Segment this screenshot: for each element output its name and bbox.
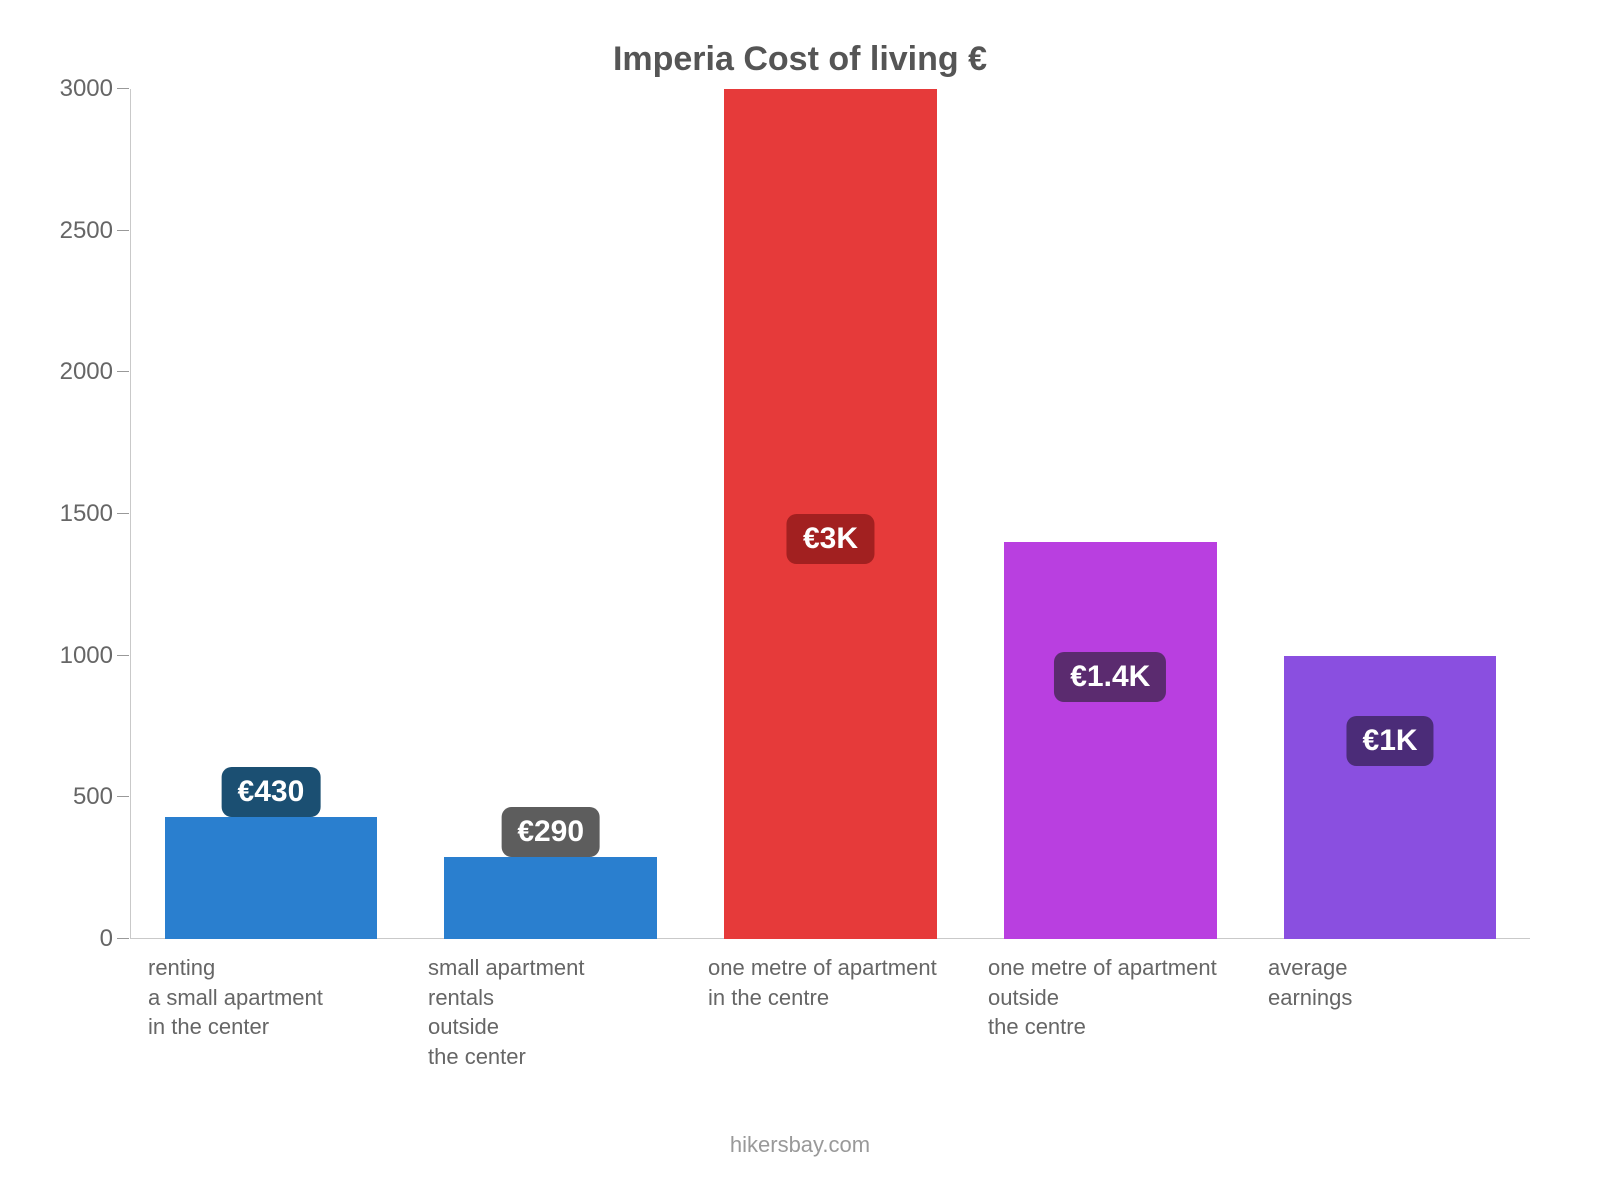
attribution-text: hikersbay.com: [40, 1132, 1560, 1158]
value-badge: €1K: [1347, 716, 1434, 766]
value-badge: €1.4K: [1054, 652, 1166, 702]
value-badge: €3K: [787, 514, 874, 564]
y-tick-label: 1500: [60, 500, 131, 528]
bar: €3K: [724, 89, 937, 939]
bar-slot: €1K: [1250, 89, 1530, 939]
x-tick-label: small apartment rentals outside the cent…: [410, 953, 690, 1072]
x-tick-label: renting a small apartment in the center: [130, 953, 410, 1072]
value-badge: €430: [222, 767, 321, 817]
y-tick-label: 500: [73, 783, 131, 811]
y-tick-label: 2500: [60, 217, 131, 245]
bar: €1K: [1284, 656, 1497, 939]
bar-slot: €430: [131, 89, 411, 939]
bar: €1.4K: [1004, 542, 1217, 939]
x-tick-label: one metre of apartment outside the centr…: [970, 953, 1250, 1072]
x-axis-labels: renting a small apartment in the centers…: [130, 953, 1530, 1072]
bar-slot: €3K: [691, 89, 971, 939]
bar: €290: [444, 857, 657, 939]
value-badge: €290: [501, 807, 600, 857]
bar-slot: €1.4K: [970, 89, 1250, 939]
y-tick-label: 1000: [60, 642, 131, 670]
chart-title: Imperia Cost of living €: [40, 40, 1560, 79]
y-tick-label: 2000: [60, 358, 131, 386]
y-tick-label: 3000: [60, 75, 131, 103]
chart-container: Imperia Cost of living € €430 €290 €3K €1.4…: [0, 0, 1600, 1200]
y-tick-label: 0: [100, 925, 131, 953]
x-tick-label: one metre of apartment in the centre: [690, 953, 970, 1072]
bar-slot: €290: [411, 89, 691, 939]
bar: €430: [165, 817, 378, 939]
x-tick-label: average earnings: [1250, 953, 1530, 1072]
bars-group: €430 €290 €3K €1.4K €1K: [131, 89, 1530, 939]
plot-area: €430€290€3K€1.4K€1K 05001000150020002500…: [130, 89, 1530, 939]
